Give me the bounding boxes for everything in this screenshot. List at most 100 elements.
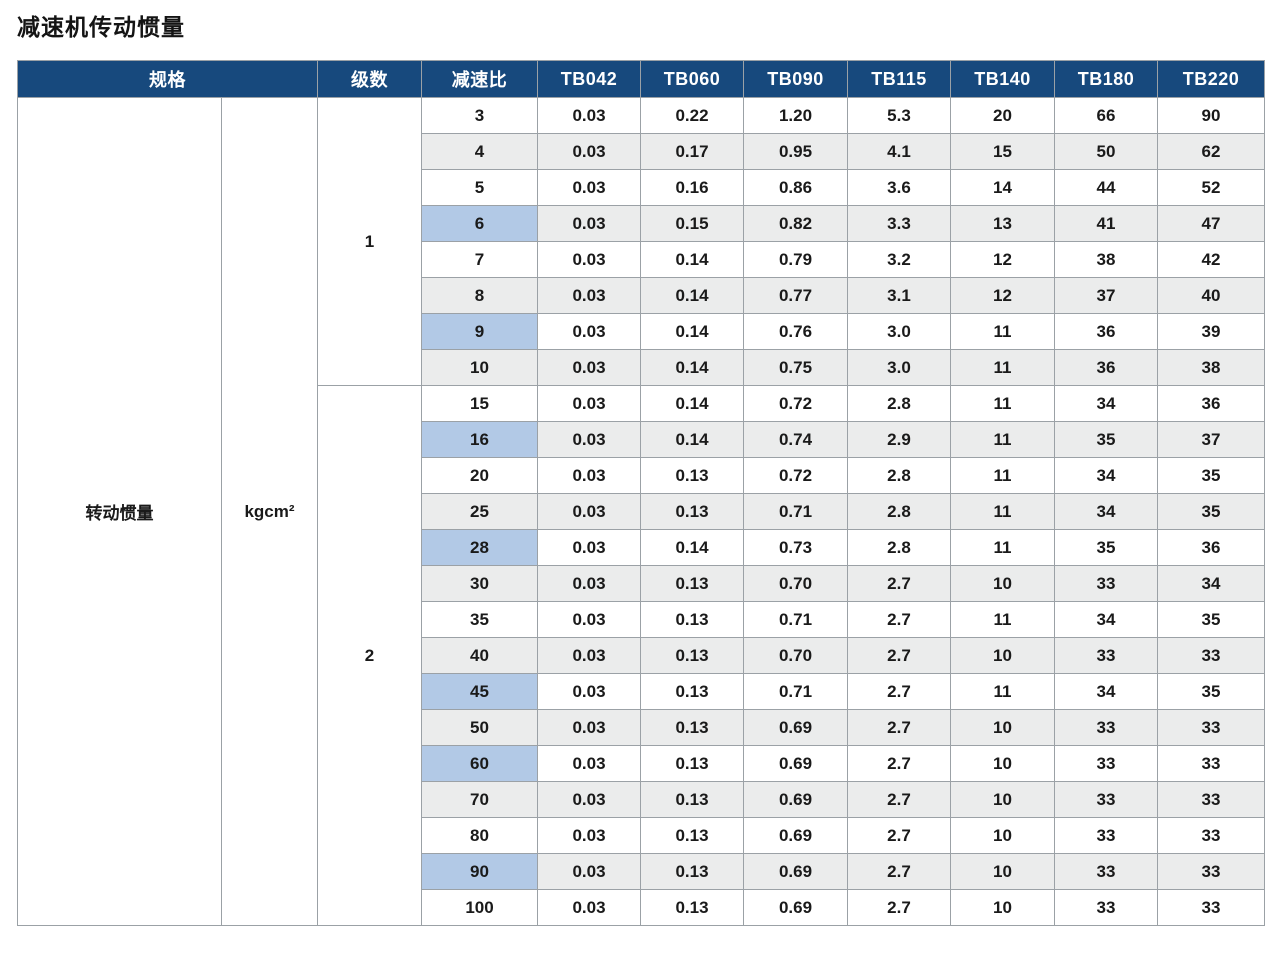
value-cell: 11: [950, 385, 1055, 422]
value-cell: 38: [1157, 349, 1265, 386]
table-row: 60 0.03 0.13 0.69 2.7 10 33 33: [18, 745, 1265, 782]
value-cell: 3.1: [847, 277, 951, 314]
value-cell: 2.7: [847, 637, 951, 674]
value-cell: 37: [1157, 421, 1265, 458]
value-cell: 33: [1157, 853, 1265, 890]
value-cell: 0.14: [640, 349, 744, 386]
value-cell: 33: [1054, 745, 1158, 782]
value-cell: 0.15: [640, 205, 744, 242]
value-cell: 0.73: [743, 529, 848, 566]
value-cell: 33: [1157, 709, 1265, 746]
spec-label-cell: 转动惯量: [17, 97, 222, 926]
value-cell: 37: [1054, 277, 1158, 314]
value-cell: 2.7: [847, 709, 951, 746]
value-cell: 44: [1054, 169, 1158, 206]
value-cell: 0.03: [537, 853, 641, 890]
value-cell: 0.13: [640, 889, 744, 926]
table-row: 4 0.03 0.17 0.95 4.1 15 50 62: [18, 133, 1265, 170]
model-column-header: TB115: [847, 60, 951, 98]
value-cell: 2.7: [847, 745, 951, 782]
value-cell: 34: [1054, 673, 1158, 710]
value-cell: 0.69: [743, 889, 848, 926]
value-cell: 10: [950, 637, 1055, 674]
value-cell: 11: [950, 313, 1055, 350]
ratio-cell: 25: [421, 493, 538, 530]
value-cell: 0.71: [743, 493, 848, 530]
table-row: 16 0.03 0.14 0.74 2.9 11 35 37: [18, 421, 1265, 458]
value-cell: 12: [950, 241, 1055, 278]
value-cell: 0.03: [537, 781, 641, 818]
value-cell: 0.13: [640, 565, 744, 602]
value-cell: 2.8: [847, 385, 951, 422]
value-cell: 0.71: [743, 673, 848, 710]
ratio-cell: 9: [421, 313, 538, 350]
value-cell: 13: [950, 205, 1055, 242]
value-cell: 0.69: [743, 817, 848, 854]
value-cell: 12: [950, 277, 1055, 314]
value-cell: 0.13: [640, 457, 744, 494]
table-row: 7 0.03 0.14 0.79 3.2 12 38 42: [18, 241, 1265, 278]
ratio-column-header: 减速比: [421, 60, 538, 98]
table-row: 10 0.03 0.14 0.75 3.0 11 36 38: [18, 349, 1265, 386]
header-row: 规格 级数 减速比 TB042 TB060 TB090 TB115 TB140 TB180 TB2…: [17, 60, 1265, 98]
table-row: 2 15 0.03 0.14 0.72 2.8 11 34 36: [18, 385, 1265, 926]
value-cell: 2.9: [847, 421, 951, 458]
ratio-cell: 8: [421, 277, 538, 314]
unit-cell: kgcm²: [221, 97, 318, 926]
value-cell: 0.13: [640, 745, 744, 782]
value-cell: 0.03: [537, 673, 641, 710]
value-cell: 35: [1157, 673, 1265, 710]
value-cell: 33: [1054, 565, 1158, 602]
value-cell: 0.13: [640, 637, 744, 674]
value-cell: 0.13: [640, 853, 744, 890]
value-cell: 33: [1054, 889, 1158, 926]
value-cell: 0.03: [537, 565, 641, 602]
value-cell: 2.7: [847, 601, 951, 638]
value-cell: 0.76: [743, 313, 848, 350]
value-cell: 0.13: [640, 673, 744, 710]
value-cell: 0.03: [537, 277, 641, 314]
value-cell: 0.69: [743, 709, 848, 746]
value-cell: 3.3: [847, 205, 951, 242]
value-cell: 0.14: [640, 421, 744, 458]
value-cell: 4.1: [847, 133, 951, 170]
value-cell: 34: [1054, 601, 1158, 638]
value-cell: 0.03: [537, 637, 641, 674]
value-cell: 33: [1157, 889, 1265, 926]
value-cell: 0.14: [640, 529, 744, 566]
value-cell: 10: [950, 853, 1055, 890]
table-row: 25 0.03 0.13 0.71 2.8 11 34 35: [18, 493, 1265, 530]
ratio-cell: 40: [421, 637, 538, 674]
table-row: 35 0.03 0.13 0.71 2.7 11 34 35: [18, 601, 1265, 638]
value-cell: 0.77: [743, 277, 848, 314]
ratio-cell: 60: [421, 745, 538, 782]
value-cell: 0.03: [537, 97, 641, 134]
value-cell: 0.86: [743, 169, 848, 206]
page-title: 减速机传动惯量: [17, 14, 185, 40]
value-cell: 33: [1054, 853, 1158, 890]
stage-cell: 2: [317, 385, 422, 926]
value-cell: 47: [1157, 205, 1265, 242]
model-column-header: TB220: [1157, 60, 1265, 98]
ratio-cell: 28: [421, 529, 538, 566]
value-cell: 2.7: [847, 889, 951, 926]
value-cell: 0.03: [537, 169, 641, 206]
value-cell: 0.13: [640, 781, 744, 818]
ratio-cell: 7: [421, 241, 538, 278]
value-cell: 35: [1157, 601, 1265, 638]
value-cell: 0.03: [537, 745, 641, 782]
value-cell: 11: [950, 529, 1055, 566]
value-cell: 0.95: [743, 133, 848, 170]
value-cell: 0.82: [743, 205, 848, 242]
value-cell: 40: [1157, 277, 1265, 314]
value-cell: 0.75: [743, 349, 848, 386]
value-cell: 5.3: [847, 97, 951, 134]
value-cell: 36: [1157, 529, 1265, 566]
value-cell: 35: [1157, 493, 1265, 530]
value-cell: 42: [1157, 241, 1265, 278]
table-row: 8 0.03 0.14 0.77 3.1 12 37 40: [18, 277, 1265, 314]
value-cell: 34: [1054, 457, 1158, 494]
value-cell: 0.14: [640, 313, 744, 350]
value-cell: 10: [950, 781, 1055, 818]
